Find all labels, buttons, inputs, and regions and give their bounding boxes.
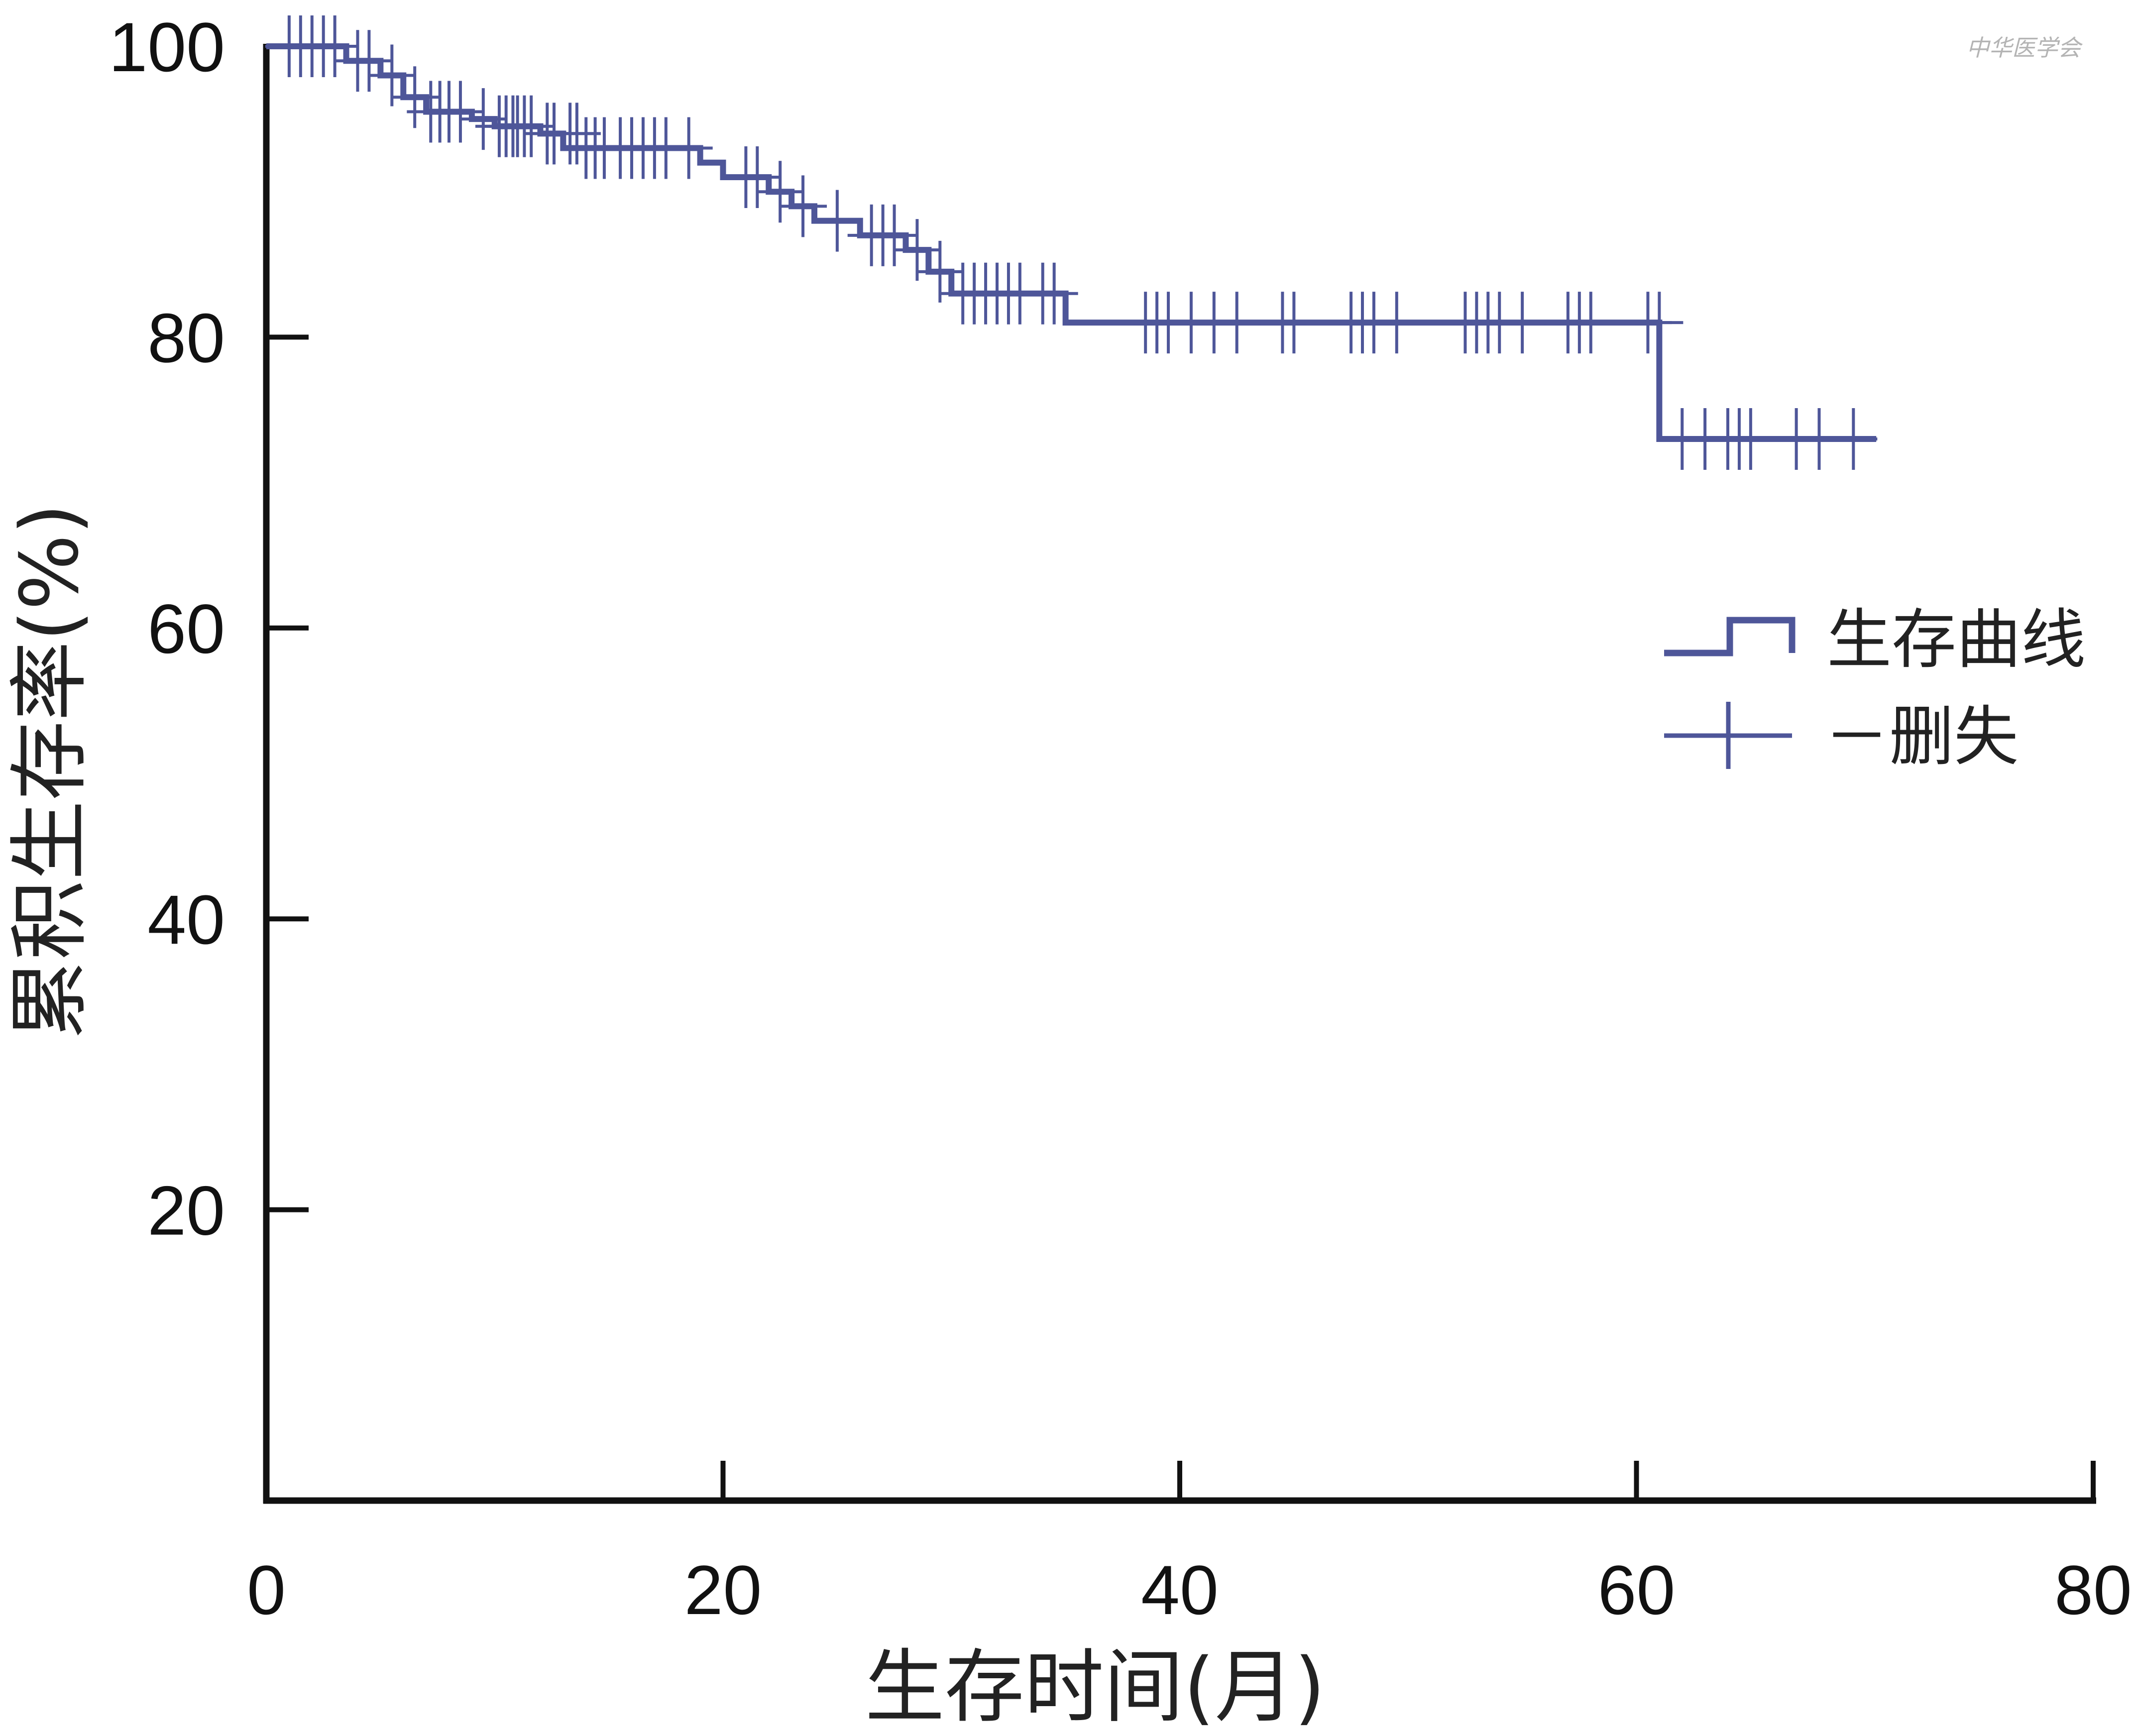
legend-censor-label: －删失 — [1824, 699, 2019, 774]
y-axis-title: 累积生存率(%) — [3, 504, 96, 1040]
survival-curve-line — [266, 43, 1877, 442]
censor-marks — [265, 15, 1878, 470]
watermark-logo: 中华医学会 — [1966, 34, 2083, 61]
x-tick-label: 40 — [1141, 1551, 1219, 1629]
survival-curve-series — [266, 43, 1877, 442]
x-tick-label: 80 — [2054, 1551, 2132, 1629]
y-tick-label: 40 — [147, 880, 225, 959]
axes — [263, 44, 2096, 1504]
x-axis-ticks: 0 20 40 60 80 — [247, 1461, 2132, 1629]
x-tick-label: 0 — [247, 1551, 286, 1629]
legend: 生存曲线 －删失 — [1664, 602, 2086, 774]
x-tick-label: 60 — [1598, 1551, 1676, 1629]
x-axis-title: 生存时间(月) — [865, 1640, 1326, 1734]
legend-curve-label: 生存曲线 — [1827, 602, 2086, 677]
y-axis-ticks: 20 40 60 80 100 — [109, 8, 309, 1250]
y-tick-label: 20 — [147, 1172, 225, 1250]
x-tick-label: 20 — [684, 1551, 762, 1629]
y-tick-label: 100 — [109, 8, 225, 86]
legend-curve-swatch — [1664, 617, 1796, 656]
y-tick-label: 80 — [147, 299, 225, 377]
y-tick-label: 60 — [147, 590, 225, 668]
